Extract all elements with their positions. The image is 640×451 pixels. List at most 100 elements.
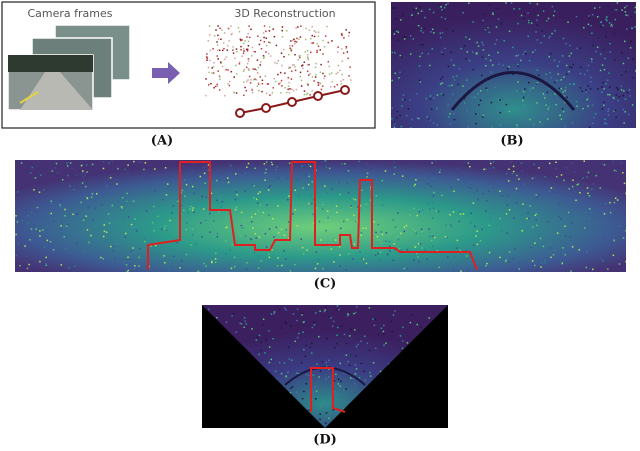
speck [517, 65, 519, 68]
speck [66, 165, 69, 167]
speck [216, 199, 218, 202]
speck [346, 51, 349, 53]
speck [302, 331, 304, 334]
speck [485, 265, 487, 267]
speck [349, 79, 352, 81]
speck [516, 174, 518, 177]
speck [119, 246, 121, 248]
speck [561, 107, 564, 110]
speck [294, 42, 296, 45]
speck [301, 312, 304, 315]
speck [427, 183, 429, 185]
speck [499, 124, 502, 126]
speck [457, 178, 460, 181]
speck [318, 220, 321, 223]
speck [197, 270, 200, 272]
speck [346, 313, 349, 315]
speck [290, 70, 293, 73]
speck [623, 122, 625, 124]
speck [193, 211, 195, 214]
speck [269, 55, 272, 57]
speck [268, 330, 270, 332]
speck [616, 199, 619, 201]
speck [401, 36, 404, 39]
speck [438, 266, 440, 269]
speck [428, 8, 431, 11]
speck [347, 314, 349, 317]
speck [273, 77, 276, 80]
speck [445, 224, 447, 227]
speck [415, 232, 418, 235]
speck [465, 36, 467, 38]
speck [396, 30, 398, 32]
speck [300, 85, 303, 87]
speck [260, 349, 262, 352]
speck [207, 308, 210, 311]
speck [536, 39, 539, 41]
speck [587, 64, 590, 67]
speck [199, 175, 202, 178]
speck [230, 33, 233, 36]
speck [209, 49, 212, 52]
speck [542, 10, 545, 12]
speck [156, 215, 159, 218]
speck [401, 347, 404, 350]
speck [526, 217, 528, 220]
speck [138, 161, 141, 163]
speck [488, 4, 490, 7]
speck [216, 55, 219, 57]
speck [369, 374, 372, 377]
speck [305, 27, 307, 30]
speck [312, 213, 314, 216]
speck [556, 232, 559, 234]
speck [141, 255, 143, 258]
speck [387, 169, 389, 171]
speck [413, 207, 415, 210]
speck [50, 200, 53, 202]
speck [439, 168, 442, 171]
speck [433, 191, 435, 194]
speck [305, 38, 307, 41]
speck [312, 391, 314, 393]
speck [64, 208, 66, 211]
speck [543, 35, 545, 37]
speck [244, 190, 246, 193]
speck [406, 342, 409, 344]
speck [298, 194, 300, 197]
speck [303, 348, 305, 351]
speck [432, 207, 435, 210]
speck [254, 78, 256, 80]
speck [424, 177, 426, 179]
speck [238, 30, 241, 33]
speck [631, 104, 634, 106]
speck [604, 57, 606, 60]
speck [257, 255, 260, 257]
speck [46, 239, 49, 242]
speck [265, 30, 267, 33]
speck [272, 87, 275, 89]
speck [254, 232, 257, 235]
speck [283, 56, 285, 58]
speck [366, 342, 369, 345]
speck [450, 186, 452, 189]
speck [399, 114, 401, 117]
speck [255, 69, 258, 71]
speck [86, 196, 88, 199]
speck [411, 14, 414, 16]
speck [316, 51, 318, 54]
speck [554, 29, 556, 32]
speck [328, 316, 331, 318]
speck [291, 386, 294, 388]
speck [294, 208, 297, 211]
speck [534, 214, 536, 217]
speck [625, 230, 626, 232]
speck [299, 75, 302, 78]
speck [74, 265, 76, 267]
speck [538, 93, 540, 95]
speck [309, 165, 312, 168]
speck [572, 63, 575, 66]
speck [441, 32, 444, 34]
speck [300, 238, 302, 240]
speck [529, 205, 531, 207]
speck [244, 172, 247, 175]
